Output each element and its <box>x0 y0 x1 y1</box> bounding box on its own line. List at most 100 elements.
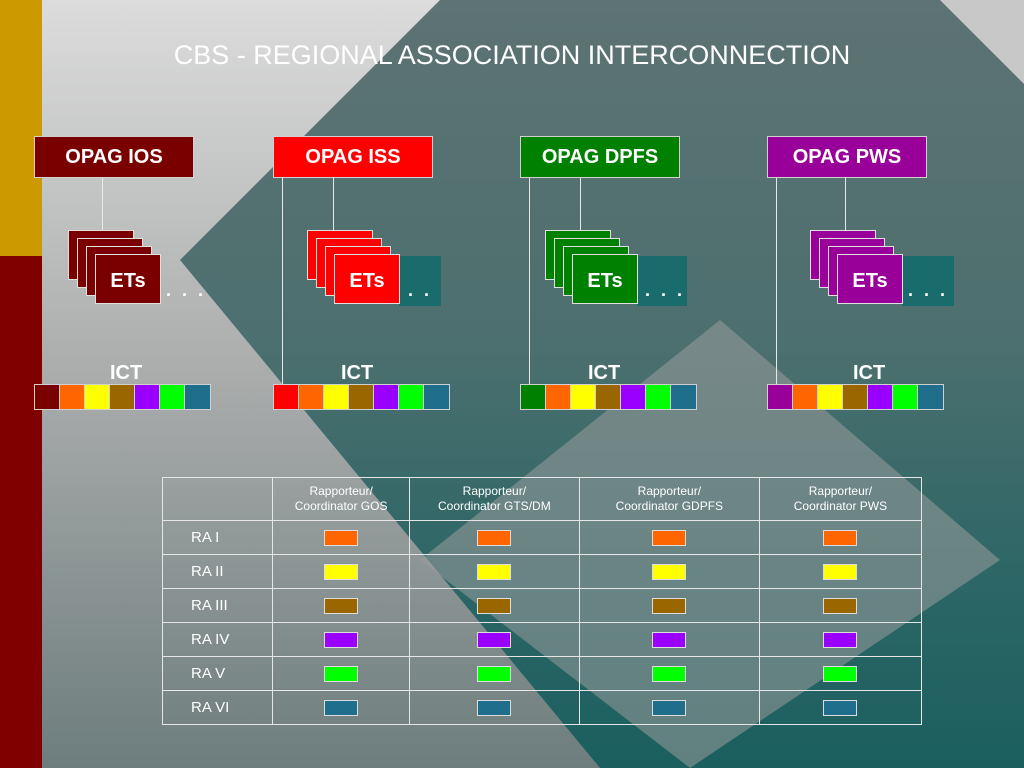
ra-color-swatch <box>823 597 858 614</box>
table-row: RA III <box>161 588 923 623</box>
ets-label: ETs <box>349 269 385 292</box>
ict-color-cell <box>85 385 110 409</box>
ict-color-cell <box>868 385 893 409</box>
ets-more-dots: . . <box>408 280 433 300</box>
ict-color-bar <box>767 384 944 410</box>
ra-name-cell: RA VI <box>161 690 274 725</box>
ra-color-swatch <box>477 563 512 580</box>
header-text-line: Rapporteur/ <box>808 484 873 498</box>
ict-label: ICT <box>853 362 886 384</box>
opag-box[interactable]: OPAG PWS <box>767 136 927 178</box>
ra-color-swatch <box>823 529 858 546</box>
ict-color-bar <box>34 384 211 410</box>
opag-box[interactable]: OPAG DPFS <box>520 136 680 178</box>
ra-color-swatch <box>324 665 359 682</box>
ict-color-cell <box>671 385 696 409</box>
connector-line <box>282 178 283 384</box>
ra-color-cell <box>758 690 923 725</box>
table-row: RA V <box>161 656 923 691</box>
left-gold-bar <box>0 0 42 256</box>
ict-color-bar <box>273 384 450 410</box>
header-text-line: Rapporteur/ <box>462 484 527 498</box>
ets-label: ETs <box>110 269 146 292</box>
ra-color-cell <box>578 520 760 555</box>
ict-color-cell <box>185 385 210 409</box>
page-title: CBS - REGIONAL ASSOCIATION INTERCONNECTI… <box>173 40 851 70</box>
ra-color-swatch <box>823 563 858 580</box>
ets-label: ETs <box>852 269 888 292</box>
ict-color-cell <box>621 385 646 409</box>
ra-color-cell <box>578 554 760 589</box>
ra-name-cell: RA III <box>161 588 274 623</box>
ets-more-dots: . . . <box>645 280 686 300</box>
ra-color-cell <box>408 554 580 589</box>
header-text-line: Rapporteur/ <box>309 484 373 498</box>
ict-color-cell <box>596 385 621 409</box>
ra-name-cell: RA II <box>161 554 274 589</box>
header-text-line: Rapporteur/ <box>637 484 702 498</box>
ra-color-swatch <box>324 563 359 580</box>
ict-color-cell <box>110 385 135 409</box>
ra-color-cell <box>272 588 410 623</box>
ra-color-cell <box>578 690 760 725</box>
ict-color-cell <box>60 385 85 409</box>
ict-color-cell <box>793 385 818 409</box>
left-maroon-bar <box>0 256 42 768</box>
ict-color-cell <box>324 385 349 409</box>
ra-table: Rapporteur/Coordinator GOS Rapporteur/Co… <box>161 477 923 725</box>
ra-color-cell <box>758 622 923 657</box>
header-gts: Rapporteur/Coordinator GTS/DM <box>408 477 580 521</box>
connector-line <box>102 178 103 234</box>
ict-label: ICT <box>341 362 374 384</box>
ra-color-swatch <box>823 665 858 682</box>
table-row: RA IV <box>161 622 923 657</box>
header-text-line: Coordinator GOS <box>294 499 388 513</box>
ra-color-swatch <box>652 699 687 716</box>
ra-name-cell: RA I <box>161 520 274 555</box>
ra-color-swatch <box>652 563 687 580</box>
ra-color-cell <box>758 656 923 691</box>
ict-color-cell <box>424 385 449 409</box>
opag-box[interactable]: OPAG IOS <box>34 136 194 178</box>
ets-card <box>334 254 400 304</box>
connector-line <box>776 178 777 384</box>
ict-color-cell <box>768 385 793 409</box>
ra-color-swatch <box>652 631 687 648</box>
ra-color-swatch <box>477 597 512 614</box>
table-row: RA I <box>161 520 923 555</box>
header-text-line: Coordinator GTS/DM <box>437 499 551 513</box>
ra-color-cell <box>578 656 760 691</box>
ra-color-swatch <box>324 529 359 546</box>
ict-label: ICT <box>110 362 143 384</box>
ra-color-cell <box>272 520 410 555</box>
ets-extension <box>637 256 687 306</box>
ra-color-cell <box>272 622 410 657</box>
connector-line <box>580 178 581 234</box>
ict-color-cell <box>918 385 943 409</box>
ra-table-header-row: Rapporteur/Coordinator GOS Rapporteur/Co… <box>161 477 923 521</box>
ict-color-cell <box>35 385 60 409</box>
ra-color-swatch <box>477 529 512 546</box>
ra-color-swatch <box>823 631 858 648</box>
header-text-line: Coordinator GDPFS <box>615 499 724 513</box>
ra-color-cell <box>408 656 580 691</box>
ra-color-cell <box>758 588 923 623</box>
ict-color-cell <box>299 385 324 409</box>
ra-color-swatch <box>652 665 687 682</box>
opag-box[interactable]: OPAG ISS <box>273 136 433 178</box>
header-pws: Rapporteur/Coordinator PWS <box>758 477 923 521</box>
ra-color-swatch <box>324 631 359 648</box>
ict-color-cell <box>399 385 424 409</box>
ets-card <box>837 254 903 304</box>
ra-color-swatch <box>324 597 359 614</box>
ra-color-cell <box>578 622 760 657</box>
ets-extension <box>902 256 954 306</box>
ict-label: ICT <box>588 362 621 384</box>
ra-table-body: RA I RA II RA III RA IV RA V RA VI <box>161 520 923 725</box>
ets-label: ETs <box>587 269 623 292</box>
header-gos: Rapporteur/Coordinator GOS <box>272 477 410 521</box>
ict-color-cell <box>374 385 399 409</box>
ra-color-swatch <box>477 631 512 648</box>
ict-color-cell <box>571 385 596 409</box>
